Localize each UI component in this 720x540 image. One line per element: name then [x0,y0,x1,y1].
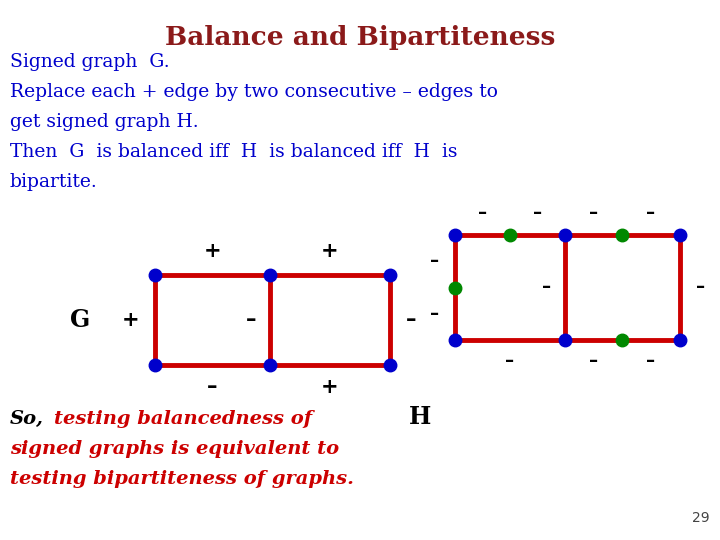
Text: –: – [589,204,598,222]
Text: Replace each + edge by two consecutive – edges to: Replace each + edge by two consecutive –… [10,83,498,101]
Text: 29: 29 [693,511,710,525]
Text: –: – [406,310,416,330]
Text: +: + [122,310,139,330]
Text: testing balancedness of: testing balancedness of [54,410,312,428]
Text: So,: So, [10,410,44,428]
Text: Then  G  is balanced iff  H  is balanced iff  H  is: Then G is balanced iff H is balanced iff… [10,143,457,161]
Text: H: H [409,405,431,429]
Text: –: – [478,204,487,222]
Text: G: G [70,308,90,332]
Text: –: – [696,279,705,296]
Text: –: – [505,352,515,370]
Text: –: – [430,305,439,323]
Text: –: – [647,352,656,370]
Text: +: + [321,377,339,397]
Text: signed graphs is equivalent to: signed graphs is equivalent to [10,440,339,458]
Text: testing bipartiteness of graphs.: testing bipartiteness of graphs. [10,470,354,488]
Text: +: + [321,241,339,261]
Text: bipartite.: bipartite. [10,173,98,191]
Text: –: – [647,204,656,222]
Text: –: – [246,310,256,330]
Text: –: – [589,352,598,370]
Text: –: – [207,377,217,397]
Text: +: + [204,241,221,261]
Text: –: – [430,253,439,271]
Text: Signed graph  G.: Signed graph G. [10,53,170,71]
Text: –: – [533,204,542,222]
Text: Balance and Bipartiteness: Balance and Bipartiteness [165,25,555,50]
Text: get signed graph H.: get signed graph H. [10,113,199,131]
Text: –: – [542,279,551,296]
